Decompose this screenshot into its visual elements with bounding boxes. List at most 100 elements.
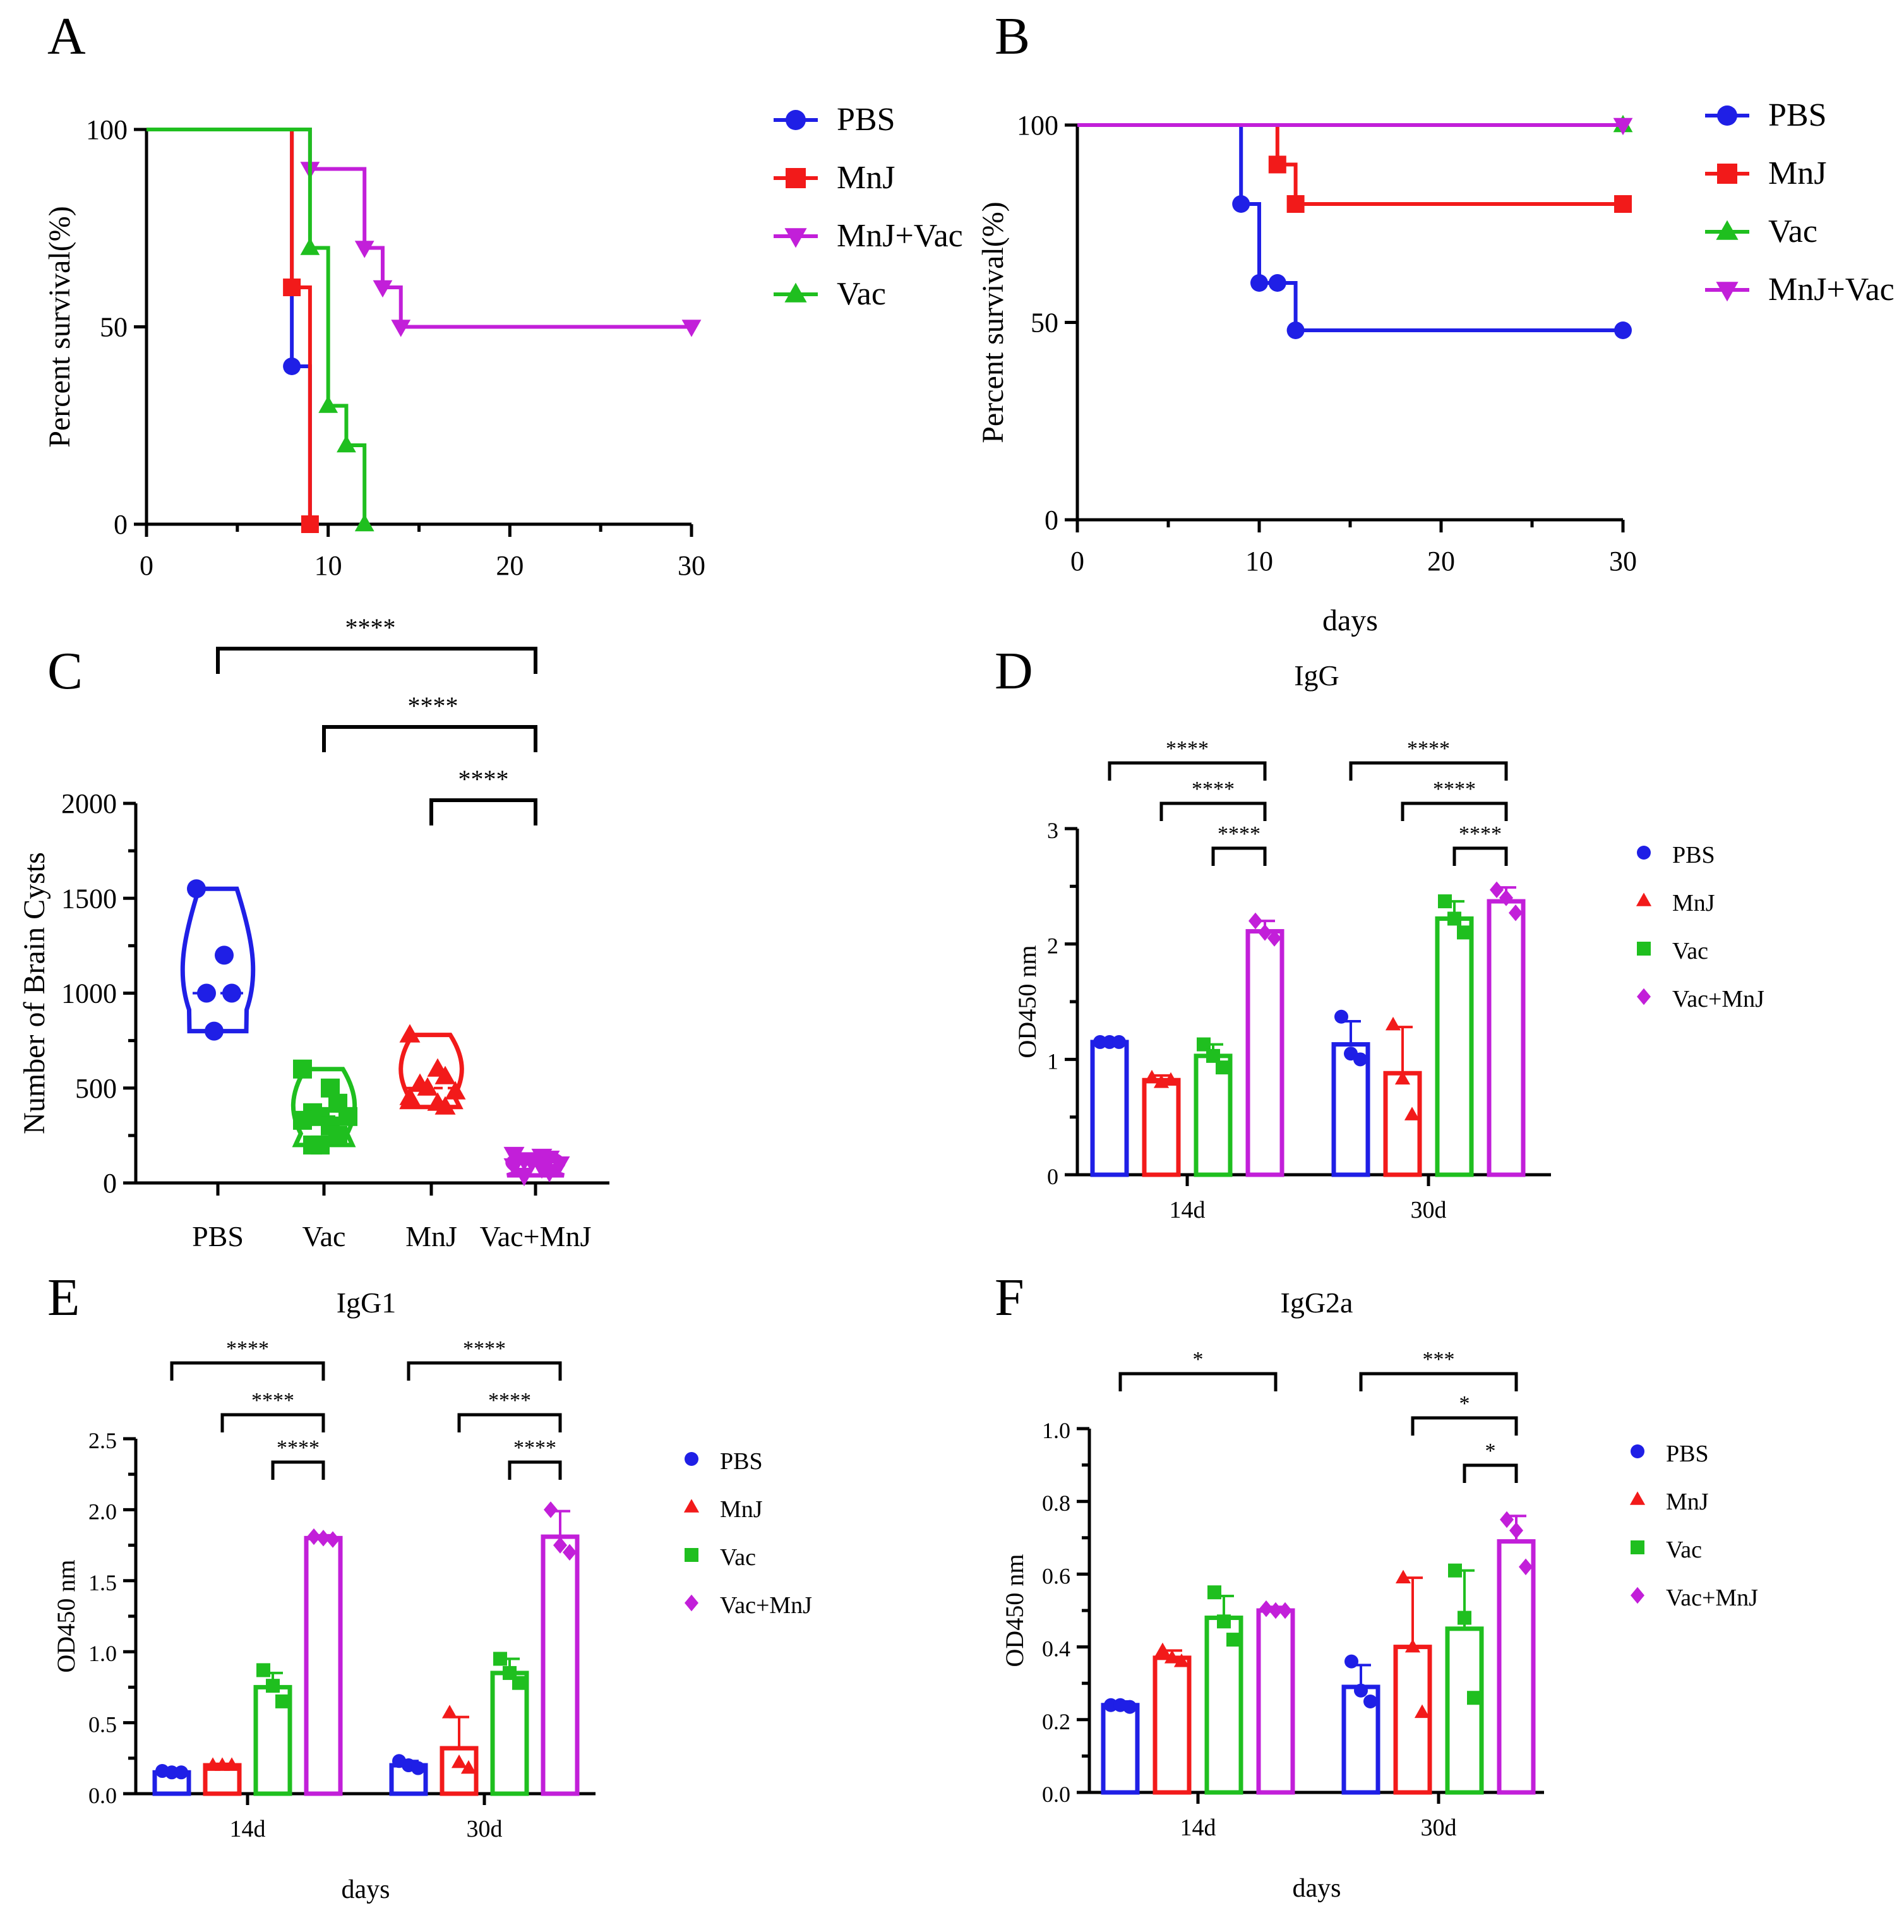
x-axis-title: days bbox=[342, 1875, 390, 1904]
data-point-mnj-plus-vac bbox=[681, 320, 702, 337]
data-point-mnj bbox=[301, 515, 319, 533]
data-point-vac bbox=[293, 1059, 312, 1079]
y-tick-label: 1 bbox=[1047, 1048, 1058, 1074]
significance-label: **** bbox=[463, 1337, 506, 1360]
y-axis-title: Number of Brain Cysts bbox=[18, 852, 51, 1134]
data-point-vac bbox=[256, 1663, 270, 1677]
data-point-mnj bbox=[451, 1754, 467, 1768]
x-tick-label: MnJ bbox=[405, 1220, 457, 1252]
x-tick-label: Vac bbox=[302, 1220, 346, 1252]
y-tick-label: 2000 bbox=[61, 788, 117, 819]
data-point-vac bbox=[266, 1679, 280, 1693]
data-point-mnj bbox=[1395, 1569, 1411, 1583]
legend-marker-vac bbox=[685, 1548, 698, 1562]
significance-bracket bbox=[1401, 801, 1508, 821]
significance-bracket bbox=[457, 1413, 562, 1432]
data-point-pbs bbox=[1334, 1009, 1348, 1024]
data-point-pbs bbox=[222, 983, 241, 1003]
data-point-pbs bbox=[1123, 1700, 1137, 1714]
data-point-vac bbox=[1458, 1611, 1471, 1625]
legend-marker-mnj bbox=[1629, 1491, 1646, 1505]
x-tick-label: 20 bbox=[496, 550, 524, 581]
data-point-pbs bbox=[1344, 1654, 1358, 1669]
data-point-pbs bbox=[1268, 274, 1286, 292]
significance-label: **** bbox=[1218, 822, 1260, 846]
x-tick-label: 14d bbox=[230, 1816, 266, 1842]
significance-bracket bbox=[1452, 846, 1508, 866]
data-point-mnj bbox=[1414, 1704, 1430, 1719]
data-point-vac-plus-mnj bbox=[1500, 1511, 1514, 1528]
y-tick-label: 1.0 bbox=[1042, 1418, 1070, 1443]
data-point-mnj-plus-vac bbox=[354, 241, 374, 258]
legend-marker-pbs bbox=[1637, 846, 1651, 860]
legend-label-vac: Vac bbox=[837, 276, 886, 312]
chart-title: IgG bbox=[1294, 659, 1339, 692]
panel-c-brain-cysts-violin: C 0 500 1000 1500 2000 Number of Brain Cysts PB… bbox=[18, 613, 609, 1252]
legend-label-vac: Vac bbox=[1768, 213, 1817, 249]
data-point-vac bbox=[338, 1107, 357, 1126]
panel-e-igg1-bar-chart: E IgG1 0.0 0.5 1.0 1.5 2.0 2.5 OD450 nm 14d 30d day… bbox=[47, 1268, 812, 1904]
chart-title: IgG1 bbox=[337, 1287, 397, 1319]
legend-marker-vac-plus-mnj bbox=[685, 1594, 698, 1612]
x-tick-label: 14d bbox=[1170, 1197, 1206, 1223]
survival-line-pbs bbox=[147, 128, 312, 524]
significance-bracket bbox=[1349, 761, 1508, 781]
data-point-mnj bbox=[1394, 1071, 1411, 1085]
data-point-mnj bbox=[417, 1077, 438, 1096]
x-axis-title: days bbox=[1322, 604, 1378, 637]
legend-label-pbs: PBS bbox=[1666, 1441, 1709, 1467]
y-tick-label: 100 bbox=[1017, 110, 1058, 141]
bar-mnj-14d bbox=[1142, 1077, 1181, 1177]
significance-bracket bbox=[407, 1361, 562, 1381]
data-point-mnj bbox=[1385, 1016, 1401, 1031]
legend-label-vac-plus-mnj: Vac+MnJ bbox=[720, 1592, 812, 1619]
significance-bracket bbox=[1463, 1463, 1518, 1483]
bar-vac-plus-mnj-14d bbox=[1256, 1608, 1295, 1795]
data-point-vac bbox=[1217, 1614, 1231, 1629]
y-axis-title: Percent survival(%) bbox=[976, 201, 1010, 443]
significance-label: **** bbox=[1166, 737, 1209, 760]
data-point-vac-plus-mnj bbox=[1519, 1558, 1533, 1576]
bar-pbs-14d bbox=[1101, 1703, 1140, 1795]
data-point-mnj bbox=[434, 1065, 456, 1084]
data-point-vac bbox=[1206, 1048, 1220, 1063]
bar-vac-plus-mnj-30d bbox=[1487, 899, 1526, 1177]
data-point-pbs bbox=[1112, 1035, 1126, 1049]
data-point-vac bbox=[512, 1676, 526, 1690]
y-tick-label: 1.0 bbox=[88, 1641, 117, 1666]
legend-label-pbs: PBS bbox=[1768, 97, 1827, 133]
data-point-mnj bbox=[1614, 195, 1632, 213]
bar-vac-30d bbox=[1445, 1626, 1484, 1795]
data-point-vac-plus-mnj bbox=[1259, 1600, 1273, 1617]
data-point-mnj bbox=[1173, 1653, 1190, 1667]
data-point-vac bbox=[311, 1135, 330, 1155]
data-point-vac-plus-mnj bbox=[1278, 1602, 1292, 1619]
data-point-mnj bbox=[445, 1081, 466, 1100]
panel-label: F bbox=[995, 1268, 1024, 1327]
significance-bracket bbox=[1211, 846, 1267, 866]
data-point-vac bbox=[493, 1652, 507, 1666]
data-point-mnj bbox=[224, 1757, 240, 1771]
legend-label-mnj: MnJ bbox=[1666, 1489, 1709, 1515]
data-point-mnj bbox=[1268, 155, 1286, 174]
legend-label-mnj: MnJ bbox=[720, 1496, 763, 1523]
y-axis-title: OD450 nm bbox=[1013, 945, 1041, 1059]
x-tick-label: 30d bbox=[467, 1816, 503, 1842]
data-point-vac-plus-mnj bbox=[1509, 1522, 1523, 1539]
legend-label-vac-plus-mnj: Vac+MnJ bbox=[1672, 986, 1764, 1012]
data-point-pbs bbox=[205, 1021, 224, 1041]
violin-outline-vac bbox=[290, 1067, 357, 1148]
x-tick-label: PBS bbox=[192, 1220, 244, 1252]
significance-bracket bbox=[220, 1413, 325, 1432]
y-tick-label: 500 bbox=[75, 1073, 117, 1104]
panel-label: C bbox=[47, 642, 83, 700]
y-tick-label: 3 bbox=[1047, 818, 1058, 843]
legend-marker-pbs bbox=[1717, 105, 1737, 126]
y-tick-label: 0.6 bbox=[1042, 1563, 1070, 1588]
y-tick-label: 2.0 bbox=[88, 1499, 117, 1524]
y-axis-title: OD450 nm bbox=[1000, 1554, 1029, 1667]
x-tick-label: 20 bbox=[1427, 546, 1455, 577]
bar-vac-plus-mnj-14d bbox=[304, 1535, 343, 1796]
significance-bracket bbox=[429, 798, 537, 825]
panel-label: E bbox=[47, 1268, 80, 1327]
